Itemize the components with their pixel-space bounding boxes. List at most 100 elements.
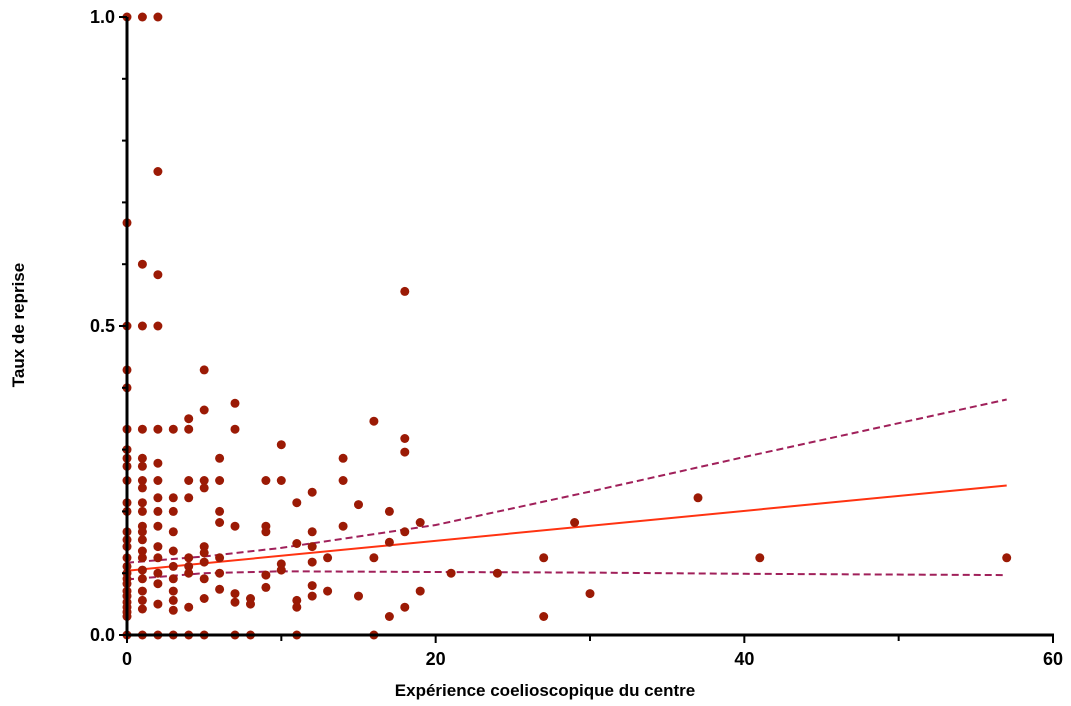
data-point xyxy=(215,453,225,463)
data-point xyxy=(137,453,147,463)
regression-line xyxy=(126,484,1007,572)
data-point xyxy=(137,565,147,575)
data-point xyxy=(338,521,348,531)
data-point xyxy=(307,542,317,552)
data-point xyxy=(137,535,147,545)
data-point xyxy=(168,605,178,615)
data-point xyxy=(137,595,147,605)
data-point xyxy=(261,582,271,592)
data-point xyxy=(199,476,209,485)
data-point xyxy=(153,476,163,485)
x-tick-label: 60 xyxy=(1043,649,1063,669)
data-point xyxy=(153,579,163,589)
data-point xyxy=(384,612,394,621)
data-point xyxy=(369,553,379,563)
data-point xyxy=(137,574,147,584)
data-point xyxy=(137,546,147,556)
data-point xyxy=(199,405,209,415)
data-point xyxy=(400,286,410,296)
x-axis-title: Expérience coelioscopique du centre xyxy=(395,681,695,700)
axes xyxy=(125,17,1054,637)
data-point xyxy=(168,546,178,556)
data-point xyxy=(168,506,178,516)
data-point xyxy=(168,561,178,571)
y-tick-label: 0.0 xyxy=(90,625,115,645)
data-point xyxy=(215,584,225,594)
data-point xyxy=(539,612,549,621)
data-point xyxy=(230,398,240,408)
data-point xyxy=(168,586,178,596)
data-point xyxy=(261,476,271,485)
data-point xyxy=(292,602,302,612)
data-point xyxy=(184,493,194,503)
data-point xyxy=(153,521,163,531)
data-point xyxy=(693,493,703,503)
data-point xyxy=(184,602,194,612)
data-point xyxy=(199,483,209,493)
data-point xyxy=(323,586,333,596)
data-point xyxy=(153,542,163,552)
data-point xyxy=(261,527,271,537)
data-point xyxy=(137,553,147,563)
data-point xyxy=(539,553,549,563)
data-point xyxy=(137,506,147,516)
data-point xyxy=(215,476,225,485)
data-point xyxy=(261,570,271,580)
data-point xyxy=(215,518,225,527)
data-point xyxy=(215,568,225,578)
data-point xyxy=(184,561,194,571)
data-point xyxy=(137,424,147,434)
data-point xyxy=(137,259,147,269)
data-point xyxy=(153,424,163,434)
data-point xyxy=(137,483,147,493)
data-point xyxy=(153,493,163,503)
data-point xyxy=(137,604,147,614)
data-point xyxy=(323,553,333,563)
data-point xyxy=(199,557,209,567)
data-point xyxy=(168,424,178,434)
data-point xyxy=(168,493,178,503)
data-point xyxy=(276,559,286,569)
data-point xyxy=(292,595,302,605)
data-point xyxy=(153,553,163,563)
data-point xyxy=(307,591,317,601)
data-point xyxy=(230,597,240,607)
x-tick-label: 20 xyxy=(426,649,446,669)
data-point xyxy=(492,568,502,578)
data-point xyxy=(276,440,286,450)
data-point xyxy=(369,416,379,426)
data-point xyxy=(384,537,394,547)
data-point xyxy=(307,557,317,567)
data-point xyxy=(570,518,580,527)
data-point xyxy=(153,599,163,609)
data-point xyxy=(354,591,363,601)
data-point xyxy=(137,498,147,508)
data-point xyxy=(137,461,147,471)
data-point xyxy=(292,539,302,548)
confidence-bands xyxy=(126,398,1007,581)
regression-line-group xyxy=(126,484,1007,572)
data-point xyxy=(446,568,456,578)
data-point xyxy=(137,527,147,537)
data-point xyxy=(199,548,209,558)
ci-lower-line xyxy=(126,570,1007,581)
data-point xyxy=(199,594,209,603)
data-points xyxy=(122,12,1012,640)
data-point xyxy=(246,599,255,609)
data-point xyxy=(184,414,194,424)
data-point xyxy=(1002,553,1012,563)
y-axis-title: Taux de reprise xyxy=(9,263,28,387)
data-point xyxy=(415,586,425,596)
ci-upper-line xyxy=(126,398,1007,564)
y-tick-label: 0.5 xyxy=(90,316,115,336)
data-point xyxy=(230,424,240,434)
data-point xyxy=(184,424,194,434)
data-point xyxy=(755,553,765,563)
data-point xyxy=(338,453,348,463)
data-point xyxy=(153,568,163,578)
data-point xyxy=(292,498,302,508)
data-point xyxy=(168,595,178,605)
data-point xyxy=(400,602,410,612)
data-point xyxy=(199,574,209,584)
data-point xyxy=(307,487,317,497)
